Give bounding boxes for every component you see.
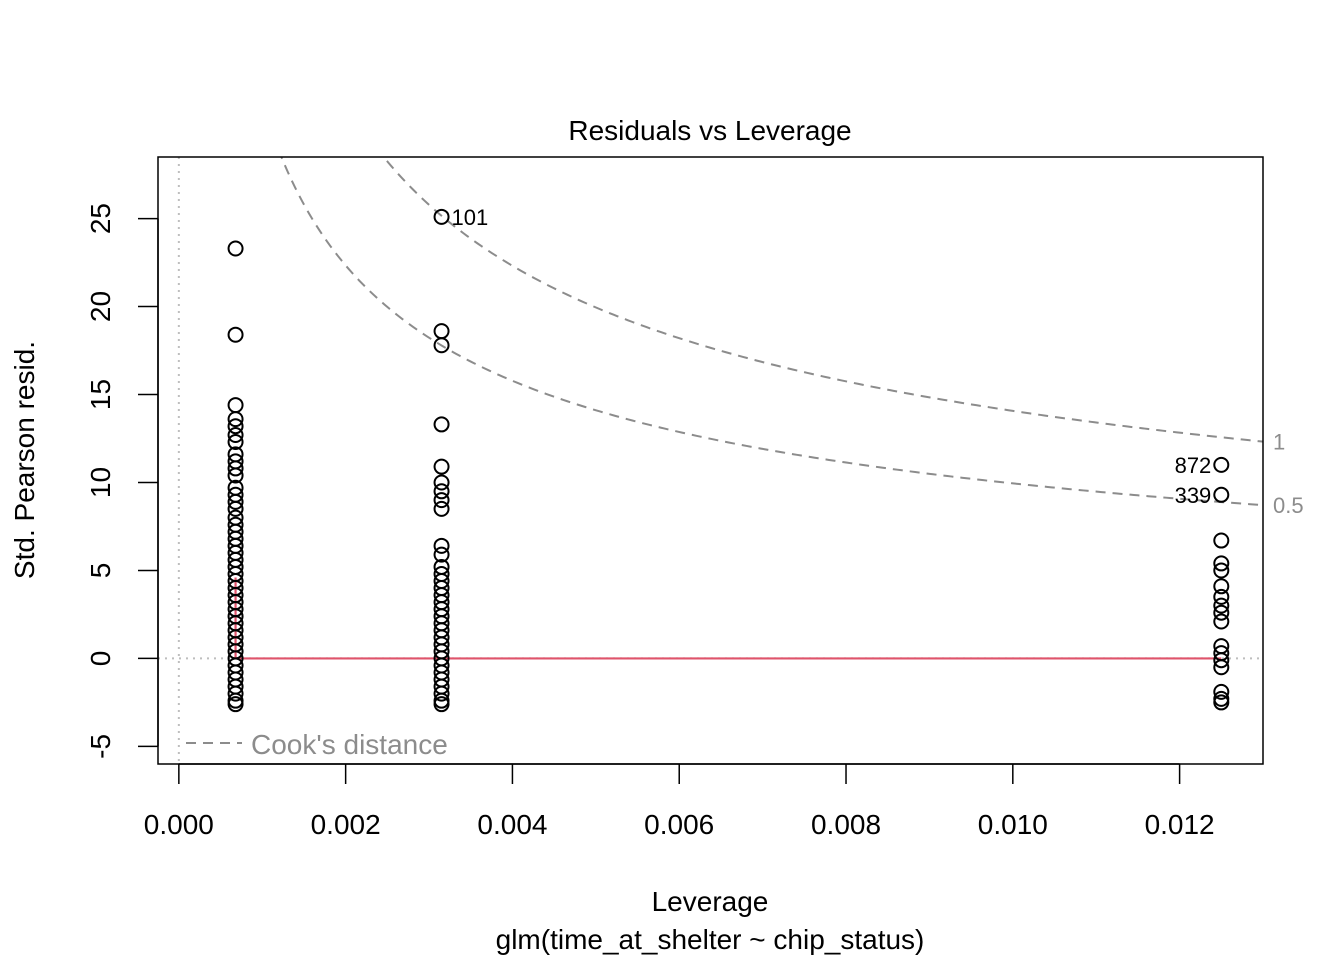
data-point [1213,683,1230,700]
x-tick-label: 0.008 [811,809,881,840]
data-point [433,458,450,475]
data-point [227,426,244,443]
data-point [227,696,244,713]
data-point [227,467,244,484]
x-axis-sublabel: glm(time_at_shelter ~ chip_status) [496,924,925,955]
data-points [227,208,1230,713]
data-point [227,411,244,428]
cooks-distance-curves [280,157,1263,507]
data-point [227,493,244,510]
smoother-layer [234,577,1222,660]
point-label: 101 [452,205,489,230]
legend-label: Cook's distance [251,729,448,760]
data-point [227,418,244,435]
data-point [1213,588,1230,605]
y-tick-label: 10 [85,467,116,498]
data-point [1213,555,1230,572]
x-tick-label: 0.006 [644,809,714,840]
data-point [433,483,450,500]
data-point [1213,694,1230,711]
x-tick-label: 0.002 [311,809,381,840]
data-point [227,434,244,451]
x-axis-label: Leverage [652,886,769,917]
chart-title: Residuals vs Leverage [568,115,851,146]
cooks-level-label: 1 [1273,430,1285,455]
y-tick-label: 20 [85,291,116,322]
data-point [433,337,450,354]
cooks-distance-curve-1 [382,157,1263,443]
data-point [433,208,450,225]
y-axis: -5 0 5 10 15 20 25 [85,203,159,759]
data-point [227,460,244,477]
data-point [433,537,450,554]
point-label: 872 [1175,453,1212,478]
x-tick-label: 0.010 [978,809,1048,840]
smoother-line [234,577,1222,660]
data-point [433,546,450,563]
data-point [433,416,450,433]
y-tick-label: -5 [85,734,116,759]
x-tick-label: 0.000 [144,809,214,840]
reference-lines [158,157,1263,764]
y-tick-label: 0 [85,651,116,667]
data-point [1213,659,1230,676]
data-point [1213,578,1230,595]
data-point [1213,532,1230,549]
data-point [433,685,450,702]
data-point [227,240,244,257]
point-labels: 101 872 339 [452,205,1212,508]
data-point [1213,604,1230,621]
data-point [433,500,450,517]
cooks-level-label: 0.5 [1273,493,1304,518]
y-tick-label: 15 [85,379,116,410]
cooks-level-labels: 10.5 [1273,430,1304,519]
y-axis-label: Std. Pearson resid. [9,341,40,579]
data-point [1213,562,1230,579]
point-label: 339 [1175,483,1212,508]
data-point [1213,486,1230,503]
data-point [433,696,450,713]
y-tick-label: 5 [85,563,116,579]
data-point [1213,652,1230,669]
data-point [227,326,244,343]
data-point [227,500,244,517]
y-tick-label: 25 [85,203,116,234]
data-point [1213,613,1230,630]
data-point [1213,597,1230,614]
data-point [433,492,450,509]
data-point [1213,456,1230,473]
x-axis: 0.000 0.002 0.004 0.006 0.008 0.010 0.012 [144,763,1215,840]
x-tick-label: 0.012 [1145,809,1215,840]
legend: Cook's distance [186,729,448,760]
data-point [433,474,450,491]
cooks-distance-curve-0-5 [280,157,1263,507]
x-tick-label: 0.004 [477,809,547,840]
data-point [227,685,244,702]
